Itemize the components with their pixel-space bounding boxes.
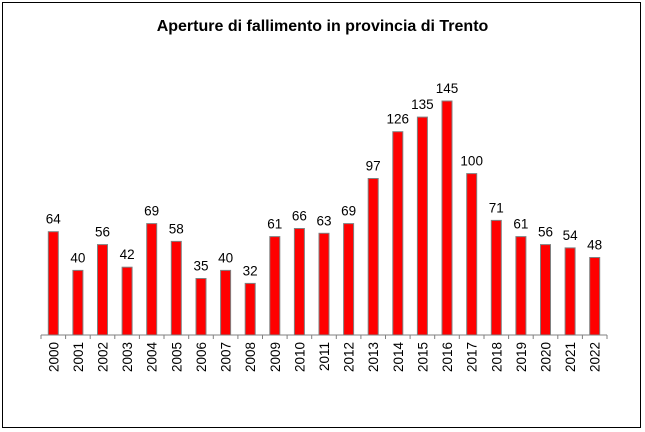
bar-2011 (318, 232, 330, 336)
bar-2016 (441, 100, 453, 336)
bar-2000 (47, 231, 59, 336)
x-tick-label-2017: 2017 (465, 342, 480, 372)
bar-2017 (466, 173, 478, 336)
data-label-2013: 97 (366, 159, 381, 174)
bar-2013 (367, 178, 379, 336)
chart-frame (2, 2, 641, 428)
data-label-2011: 63 (316, 213, 331, 228)
data-label-2001: 40 (70, 250, 85, 265)
bar-2001 (72, 269, 84, 336)
data-label-2004: 69 (144, 204, 159, 219)
bar-2012 (343, 223, 355, 336)
bar-2015 (416, 116, 428, 336)
x-tick-label-2001: 2001 (71, 342, 86, 372)
data-label-2015: 135 (411, 97, 434, 112)
x-tick-label-2018: 2018 (489, 342, 504, 372)
chart-title: Aperture di fallimento in provincia di T… (156, 18, 489, 35)
x-tick-label-2010: 2010 (292, 342, 307, 372)
data-label-2005: 58 (169, 221, 184, 236)
x-tick-label-2003: 2003 (120, 342, 135, 372)
x-tick-label-2015: 2015 (415, 342, 430, 372)
data-label-2000: 64 (46, 212, 62, 227)
x-tick-label-2012: 2012 (342, 342, 357, 372)
bar-2014 (392, 131, 404, 336)
bar-2020 (540, 244, 551, 336)
data-label-2008: 32 (243, 263, 258, 278)
data-label-2020: 56 (538, 225, 553, 240)
x-tick-label-2006: 2006 (194, 342, 209, 372)
x-tick-label-2022: 2022 (588, 342, 603, 372)
bar-2008 (244, 282, 256, 336)
bar-2010 (293, 228, 305, 336)
bar-2006 (195, 278, 207, 336)
data-label-2014: 126 (387, 112, 410, 127)
x-tick-label-2020: 2020 (539, 342, 554, 372)
bar-2002 (97, 244, 108, 336)
bar-2005 (170, 240, 182, 336)
x-axis: 2000 2001 2002 2003 2004 2005 2006 2007 2008 2009… (40, 334, 608, 373)
bar-2004 (146, 223, 158, 336)
x-tick-label-2009: 2009 (268, 342, 283, 372)
x-tick-label-2000: 2000 (46, 342, 61, 372)
data-label-2009: 61 (267, 217, 282, 232)
x-tick-label-2008: 2008 (243, 342, 258, 372)
data-label-2018: 71 (489, 200, 504, 215)
x-tick-label-2002: 2002 (96, 342, 111, 372)
x-tick-label-2016: 2016 (440, 342, 455, 372)
data-label-2002: 56 (95, 225, 110, 240)
x-tick-label-2007: 2007 (219, 342, 234, 372)
bar-2003 (121, 266, 133, 336)
bar-2019 (515, 236, 527, 336)
data-label-2010: 66 (292, 209, 307, 224)
x-tick-label-2014: 2014 (391, 342, 406, 373)
bar-2022 (589, 257, 601, 336)
data-label-2021: 54 (563, 228, 579, 243)
data-label-2003: 42 (120, 247, 135, 262)
x-tick-label-2011: 2011 (317, 342, 332, 371)
data-label-2017: 100 (460, 154, 483, 169)
data-label-2006: 35 (193, 259, 208, 274)
data-label-2012: 69 (341, 204, 356, 219)
bar-2007 (220, 269, 232, 336)
x-tick-label-2005: 2005 (169, 342, 184, 372)
bar-2009 (269, 236, 281, 336)
x-tick-label-2019: 2019 (514, 342, 529, 372)
data-label-2016: 145 (436, 81, 459, 96)
x-tick-label-2004: 2004 (145, 342, 160, 373)
data-label-2007: 40 (218, 250, 233, 265)
data-label-2019: 61 (513, 217, 528, 232)
data-label-2022: 48 (587, 238, 602, 253)
bar-2021 (564, 247, 576, 336)
x-tick-label-2013: 2013 (366, 342, 381, 372)
x-tick-label-2021: 2021 (563, 342, 578, 372)
bar-2018 (490, 219, 502, 336)
